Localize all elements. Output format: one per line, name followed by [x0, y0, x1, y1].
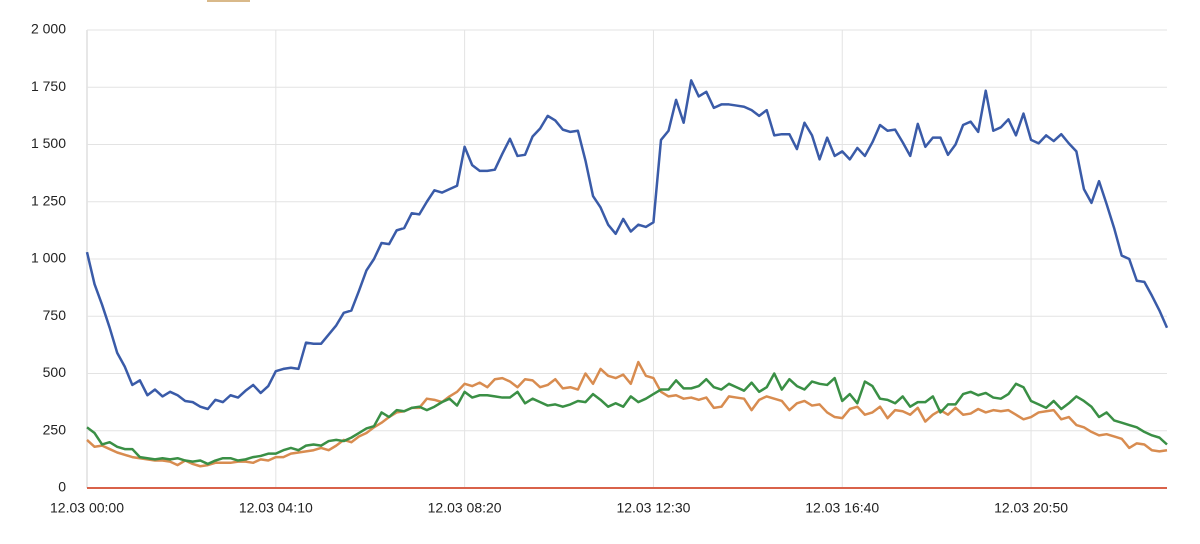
x-tick-label: 12.03 08:20 — [428, 500, 502, 516]
x-tick-label: 12.03 12:30 — [616, 500, 690, 516]
series-line — [85, 79, 1169, 411]
series-line — [86, 372, 1168, 466]
x-tick-label: 12.03 04:10 — [239, 500, 313, 516]
legend-swatch — [207, 0, 250, 2]
x-tick-label: 12.03 00:00 — [50, 500, 124, 516]
y-tick-label: 750 — [43, 307, 67, 323]
x-tick-label: 12.03 16:40 — [805, 500, 879, 516]
y-tick-label: 0 — [58, 479, 66, 495]
series-line — [86, 360, 1168, 468]
y-tick-label: 500 — [43, 364, 67, 380]
y-tick-label: 1 500 — [31, 135, 66, 151]
y-tick-label: 250 — [43, 421, 67, 437]
y-tick-label: 1 250 — [31, 192, 66, 208]
y-tick-label: 2 000 — [31, 21, 66, 37]
y-tick-label: 1 750 — [31, 78, 66, 94]
x-tick-label: 12.03 20:50 — [994, 500, 1068, 516]
y-tick-label: 1 000 — [31, 250, 66, 266]
